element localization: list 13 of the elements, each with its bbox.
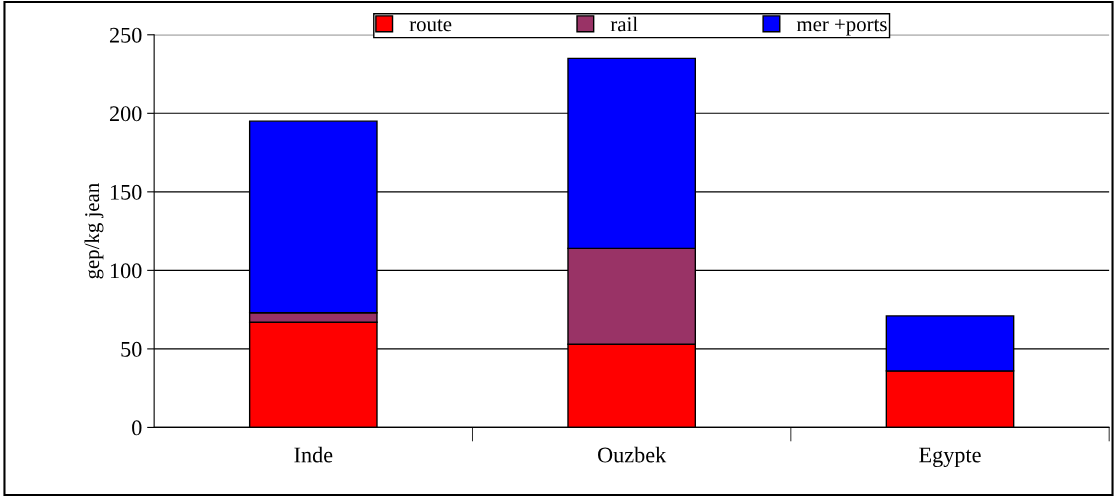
x-tick-label: Ouzbek bbox=[598, 446, 667, 463]
x-tick-label: Egypte bbox=[919, 447, 981, 468]
legend-label: mer +ports bbox=[796, 19, 887, 36]
y-tick-label: 250 bbox=[109, 27, 142, 43]
y-axis-title: gep/kg jean bbox=[84, 183, 104, 279]
y-tick-label: 50 bbox=[121, 341, 142, 357]
legend-label: rail bbox=[610, 16, 638, 32]
x-tick-label: Inde bbox=[294, 446, 333, 463]
y-tick-label: 100 bbox=[110, 263, 142, 279]
y-tick-label: 200 bbox=[109, 106, 142, 122]
legend-label: route bbox=[409, 19, 452, 32]
y-tick-label: 150 bbox=[110, 184, 142, 200]
y-tick-label: 0 bbox=[132, 420, 142, 436]
